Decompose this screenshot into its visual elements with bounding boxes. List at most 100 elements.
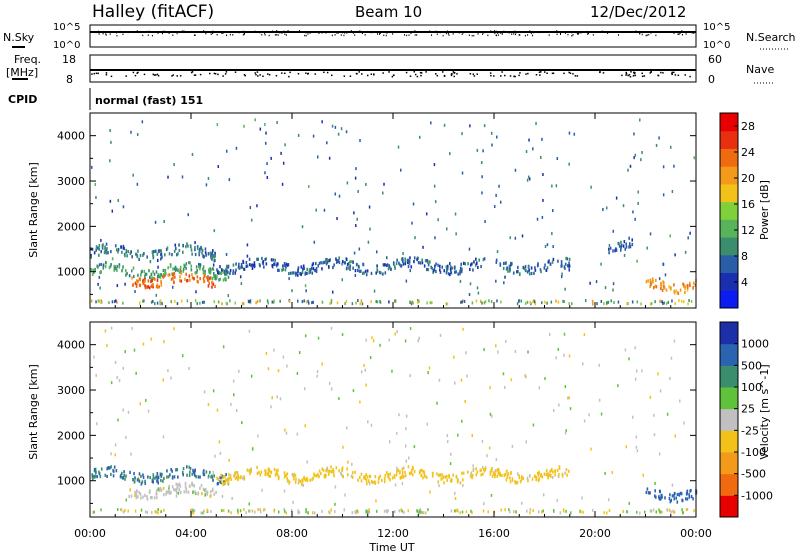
power-cell <box>113 300 116 304</box>
power-cell <box>517 269 519 274</box>
power-cell <box>445 227 448 231</box>
power-cell <box>188 261 190 265</box>
velocity-cell <box>173 475 176 479</box>
velocity-cell <box>681 498 683 502</box>
velocity-cell <box>393 475 396 479</box>
nsky-sample <box>516 30 518 33</box>
power-cell <box>137 249 139 253</box>
power-cell <box>649 278 652 282</box>
velocity-cell <box>374 475 377 479</box>
velocity-colorbar-tick-label: -1000 <box>741 489 773 502</box>
power-cell <box>150 277 153 281</box>
velocity-cell <box>365 478 368 482</box>
power-cell <box>592 302 594 306</box>
velocity-cell <box>95 373 97 377</box>
power-cell <box>240 282 243 286</box>
power-cell <box>634 217 636 221</box>
nsky-sample <box>281 32 283 34</box>
velocity-cell <box>270 405 272 409</box>
power-cell <box>184 264 186 268</box>
power-cell <box>387 267 390 271</box>
power-cell <box>315 267 318 271</box>
power-cell <box>640 302 642 306</box>
power-cell <box>113 266 116 270</box>
nsky-sample <box>344 32 346 34</box>
nave-sample <box>259 74 261 76</box>
power-cell <box>197 280 199 284</box>
power-cell <box>209 269 212 274</box>
velocity-cell <box>175 482 178 486</box>
nave-sample <box>673 71 675 74</box>
velocity-cell <box>393 474 396 478</box>
velocity-cell <box>449 479 452 483</box>
nsky-sample <box>145 30 147 33</box>
power-cell <box>118 265 121 269</box>
nave-sample <box>262 75 264 78</box>
power-cell <box>221 302 223 306</box>
power-cell <box>688 299 690 303</box>
power-cell <box>622 204 625 208</box>
power-cell <box>144 272 147 276</box>
power-cell <box>692 281 695 285</box>
nsky-sample <box>580 32 582 34</box>
nave-sample <box>257 75 259 77</box>
power-cell <box>110 249 112 254</box>
power-cell <box>359 139 361 143</box>
power-cell <box>154 249 157 253</box>
power-cell <box>127 249 130 254</box>
velocity-cell <box>453 355 455 359</box>
velocity-cell <box>157 511 159 515</box>
nsky-sample <box>305 34 307 37</box>
nsky-sample <box>321 32 323 34</box>
power-cell <box>262 261 265 266</box>
velocity-cell <box>230 402 232 406</box>
velocity-cell <box>177 475 179 479</box>
velocity-cell <box>203 509 205 513</box>
power-cell <box>388 300 390 304</box>
velocity-cell <box>541 475 544 479</box>
nsky-sample <box>445 32 447 35</box>
velocity-cell <box>483 468 485 472</box>
velocity-cell <box>444 475 446 479</box>
velocity-cell <box>136 478 139 482</box>
nave-sample <box>551 72 554 75</box>
velocity-cell <box>273 509 276 513</box>
power-cell <box>187 213 189 217</box>
velocity-cell <box>413 445 416 449</box>
nave-sample <box>518 74 520 77</box>
velocity-cell <box>504 472 507 477</box>
power-cell <box>557 259 559 263</box>
velocity-cell <box>125 474 127 478</box>
velocity-cell <box>326 466 329 470</box>
power-cell <box>175 267 178 271</box>
power-cell <box>370 300 372 304</box>
velocity-cell <box>418 471 421 475</box>
velocity-cell <box>471 434 473 438</box>
power-cell <box>189 261 191 265</box>
power-cell <box>95 245 98 249</box>
power-cell <box>289 300 291 304</box>
nave-sample <box>576 75 579 77</box>
power-cell <box>476 286 479 290</box>
power-cell <box>530 266 533 270</box>
power-cell <box>179 279 181 283</box>
velocity-cell <box>427 508 429 512</box>
velocity-cell <box>151 496 153 500</box>
power-cell <box>431 266 434 271</box>
velocity-colorbar-tick-label: -25 <box>741 424 759 437</box>
nave-sample <box>213 72 216 75</box>
velocity-cell <box>510 378 513 382</box>
velocity-cell <box>109 466 111 470</box>
velocity-cell <box>664 496 666 500</box>
power-cell <box>404 259 407 263</box>
power-cell <box>687 236 689 240</box>
velocity-cell <box>544 377 546 381</box>
power-cell <box>201 300 204 304</box>
velocity-cell <box>642 473 645 477</box>
power-cell <box>335 260 338 264</box>
velocity-cell <box>469 474 472 478</box>
nave-sample <box>97 72 99 75</box>
power-colorbar-tick-label: 24 <box>741 146 755 159</box>
velocity-cell <box>228 472 230 477</box>
power-cell <box>565 256 567 260</box>
